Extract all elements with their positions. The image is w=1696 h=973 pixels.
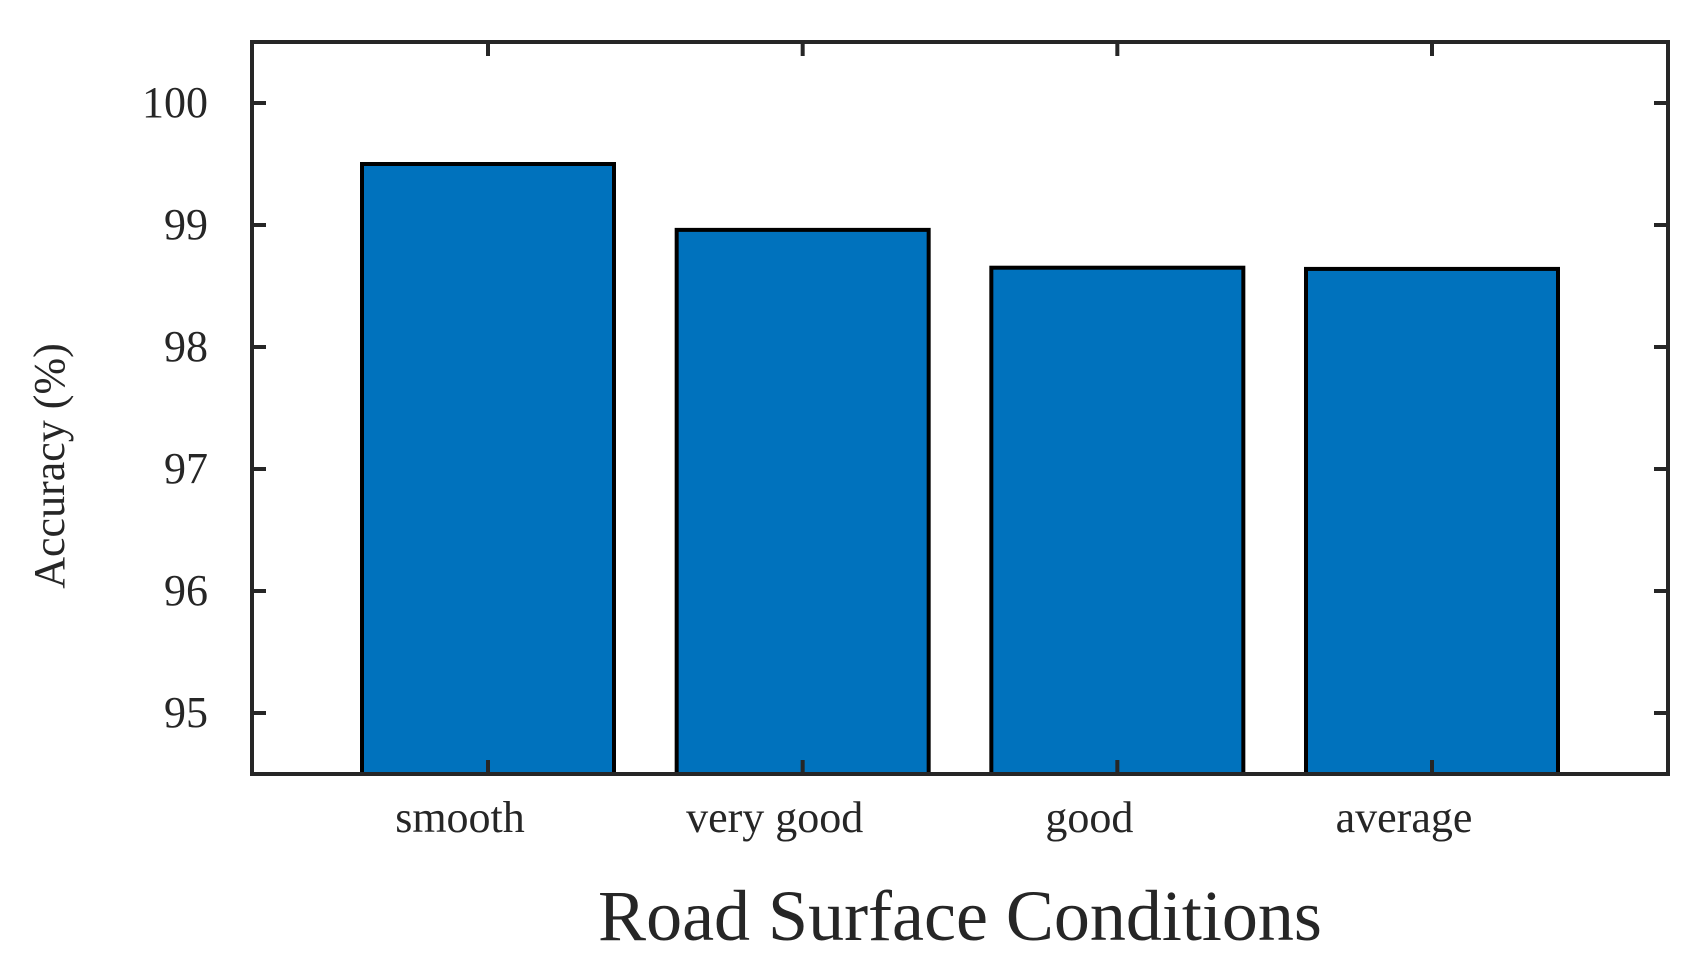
y-tick-label: 99 <box>164 200 208 249</box>
axes-layer <box>250 40 1670 776</box>
bar-good <box>989 265 1246 776</box>
bar-average <box>1304 266 1560 776</box>
x-tick-label: smooth <box>395 793 525 842</box>
x-tick-label: good <box>1045 793 1133 842</box>
x-axis-label: Road Surface Conditions <box>598 876 1322 956</box>
bar-very-good <box>674 227 931 776</box>
y-axis-label: Accuracy (%) <box>25 343 74 589</box>
bars-layer <box>360 162 1560 776</box>
bar-smooth <box>360 162 616 776</box>
y-tick-label: 96 <box>164 566 208 615</box>
y-tick-label: 97 <box>164 444 208 493</box>
y-tick-label: 98 <box>164 322 208 371</box>
plot-frame <box>250 40 1670 776</box>
y-tick-label: 95 <box>164 688 208 737</box>
y-tick-label: 100 <box>142 78 208 127</box>
labels-layer: Accuracy (%) Road Surface Conditions smo… <box>25 78 1472 956</box>
x-tick-label: average <box>1336 793 1473 842</box>
x-tick-label: very good <box>686 793 863 842</box>
